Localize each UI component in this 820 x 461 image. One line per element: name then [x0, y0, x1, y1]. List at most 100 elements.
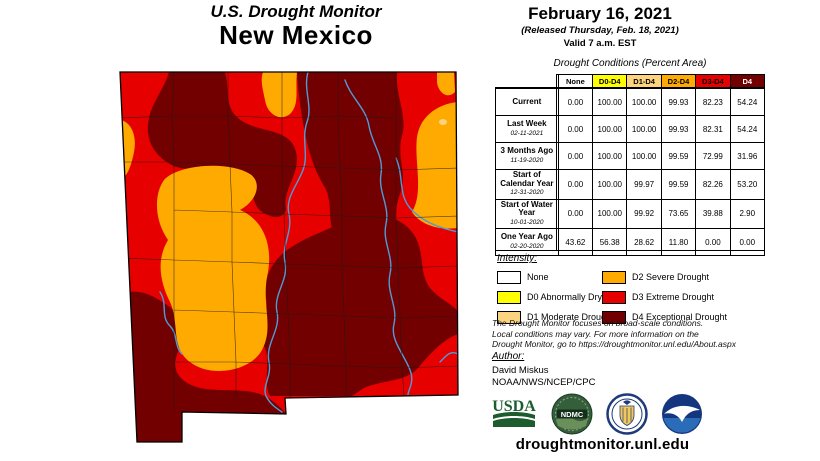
- noaa-logo: [662, 394, 702, 434]
- website-url: droughtmonitor.unl.edu: [515, 436, 690, 453]
- canadian-river: [395, 157, 458, 233]
- percent-area-value: 0.00: [557, 142, 594, 170]
- disclaimer-line: Drought Monitor, go to https://droughtmo…: [492, 339, 736, 349]
- legend-item: D0 Abnormally Dry: [497, 287, 602, 307]
- row-label: Last Week 02-11-2021: [495, 115, 559, 143]
- row-date: 02-11-2021: [510, 129, 544, 137]
- percent-area-value: 99.97: [626, 169, 662, 200]
- table-row: 3 Months Ago 11-19-2020 0.00 100.00 100.00 99…: [495, 142, 766, 170]
- legend-swatch-d3: [602, 290, 626, 304]
- ndmc-logo: NDMC: [551, 393, 593, 435]
- table-caption: Drought Conditions (Percent Area): [553, 58, 707, 69]
- percent-area-value: 2.90: [729, 198, 766, 229]
- map-date: February 16, 2021: [528, 4, 672, 23]
- percent-area-value: 100.00: [592, 115, 628, 143]
- percent-area-value: 0.00: [557, 169, 594, 200]
- table-row: Start of Water Year 10-01-2020 0.00 100.00 9…: [495, 198, 766, 229]
- legend-swatch-d4: [602, 310, 626, 324]
- percent-area-value: 72.99: [695, 142, 731, 170]
- author-name: David Miskus: [492, 365, 549, 376]
- percent-area-value: 0.00: [695, 228, 731, 256]
- state-outline: [119, 71, 459, 443]
- agency-logos: USDA NDMC: [490, 393, 703, 435]
- percent-area-value: 99.93: [660, 88, 697, 116]
- legend-item: None: [497, 267, 602, 287]
- row-date: 02-20-2020: [510, 242, 544, 250]
- table-row: One Year Ago 02-20-2020 43.62 56.38 28.62 11.…: [495, 228, 766, 256]
- percent-area-value: 53.20: [729, 169, 766, 200]
- percent-area-value: 82.31: [695, 115, 731, 143]
- disclaimer-text: The Drought Monitor focuses on broad-sca…: [492, 318, 736, 350]
- county-lines: [120, 72, 458, 411]
- svg-text:NDMC: NDMC: [561, 410, 584, 419]
- percent-area-value: 99.93: [660, 115, 697, 143]
- row-date: 10-01-2020: [510, 218, 544, 226]
- row-label: Current: [495, 88, 559, 116]
- legend-label: D4 Exceptional Drought: [632, 312, 728, 322]
- row-label: Start of Water Year 10-01-2020: [495, 198, 559, 229]
- percent-area-value: 0.00: [557, 115, 594, 143]
- legend-item: D4 Exceptional Drought: [602, 307, 762, 327]
- row-label: 3 Months Ago 11-19-2020: [495, 142, 559, 170]
- commerce-logo: [606, 393, 648, 435]
- state-name: New Mexico: [219, 20, 373, 50]
- gila-river: [159, 291, 183, 355]
- legend-label: D3 Extreme Drought: [632, 292, 715, 302]
- release-date: (Released Thursday, Feb. 18, 2021): [521, 25, 679, 36]
- author-heading: Author:: [492, 351, 525, 362]
- percent-area-value: 100.00: [592, 88, 628, 116]
- legend-label: D2 Severe Drought: [632, 272, 710, 282]
- rio-grande-river: [264, 72, 310, 413]
- table-row: Current 0.00 100.00 100.00 99.93 82.23 54.24: [495, 88, 766, 116]
- percent-area-value: 43.62: [557, 228, 594, 256]
- drought-conditions-table: None D0-D4 D1-D4 D2-D4 D3-D4 D4 Current 0.00 100…: [495, 74, 766, 256]
- table-row: Last Week 02-11-2021 0.00 100.00 100.00 99.93…: [495, 115, 766, 143]
- percent-area-value: 99.59: [660, 169, 697, 200]
- new-mexico-drought-map: [119, 71, 459, 443]
- percent-area-value: 100.00: [626, 142, 662, 170]
- legend-item: D2 Severe Drought: [602, 267, 762, 287]
- d4-regions: [122, 72, 458, 442]
- disclaimer-line: Local conditions may vary. For more info…: [492, 328, 699, 339]
- column-header-d1-d4: D1-D4: [626, 74, 662, 89]
- intensity-legend: None D0 Abnormally Dry D1 Moderate Drought…: [497, 267, 762, 327]
- report-title: U.S. Drought Monitor: [210, 2, 382, 21]
- percent-area-value: 0.00: [557, 198, 594, 229]
- column-header-d2-d4: D2-D4: [660, 74, 697, 89]
- percent-area-value: 99.59: [660, 142, 697, 170]
- d2-regions: [120, 72, 458, 372]
- column-header-none: None: [557, 74, 594, 89]
- valid-time: Valid 7 a.m. EST: [563, 38, 637, 49]
- percent-area-value: 100.00: [592, 142, 628, 170]
- row-label: One Year Ago 02-20-2020: [495, 228, 559, 256]
- row-date: 11-19-2020: [510, 156, 544, 164]
- row-date: 12-31-2020: [510, 189, 544, 196]
- table-row: Start of Calendar Year 12-31-2020 0.00 100.…: [495, 169, 766, 200]
- percent-area-value: 28.62: [626, 228, 662, 256]
- pecos-river: [344, 79, 413, 396]
- percent-area-value: 11.80: [660, 228, 697, 256]
- legend-label: None: [527, 272, 549, 282]
- legend-swatch-d2: [602, 270, 626, 284]
- percent-area-value: 99.92: [626, 198, 662, 229]
- percent-area-value: 100.00: [592, 198, 628, 229]
- usda-logo: USDA: [492, 398, 536, 427]
- disclaimer-line: The Drought Monitor focuses on broad-sca…: [492, 318, 704, 328]
- column-header-d4: D4: [729, 74, 766, 89]
- percent-area-value: 100.00: [626, 88, 662, 116]
- percent-area-value: 100.00: [626, 115, 662, 143]
- table-corner-cell: [495, 74, 559, 89]
- percent-area-value: 39.88: [695, 198, 731, 229]
- percent-area-value: 54.24: [729, 88, 766, 116]
- rivers: [159, 72, 458, 413]
- legend-swatch-none: [497, 270, 521, 284]
- percent-area-value: 73.65: [660, 198, 697, 229]
- legend-swatch-d0: [497, 290, 521, 304]
- svg-text:USDA: USDA: [492, 398, 536, 415]
- legend-item: D1 Moderate Drought: [497, 307, 614, 327]
- row-label: Start of Calendar Year 12-31-2020: [495, 169, 559, 200]
- legend-label: D1 Moderate Drought: [527, 312, 614, 322]
- column-header-d3-d4: D3-D4: [695, 74, 731, 89]
- percent-area-value: 31.96: [729, 142, 766, 170]
